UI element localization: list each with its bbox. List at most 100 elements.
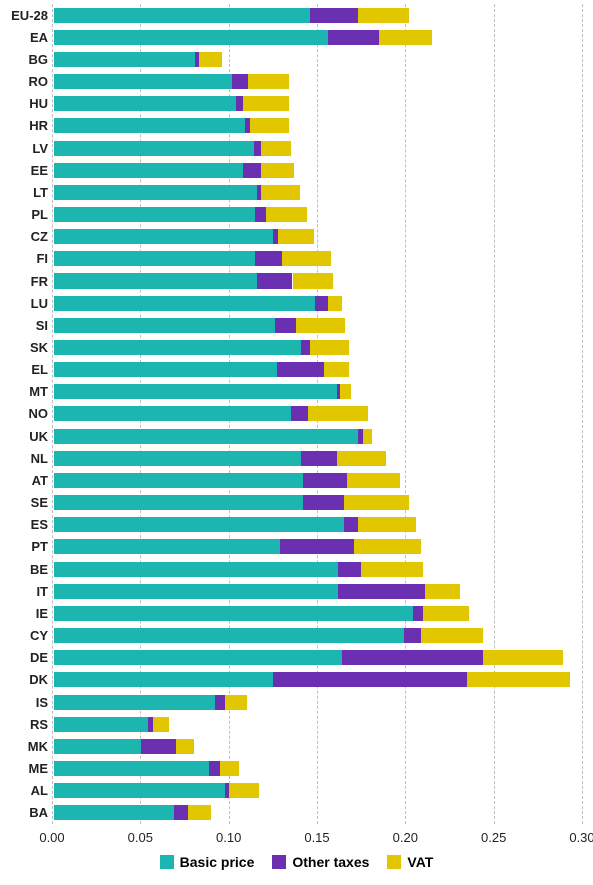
- y-tick-label: LV: [0, 141, 48, 156]
- bar-segment-basic: [54, 141, 254, 156]
- x-tick-label: 0.00: [39, 830, 64, 845]
- bar-segment-vat: [293, 273, 334, 288]
- bar-segment-other: [236, 96, 243, 111]
- bar-segment-other: [254, 141, 261, 156]
- bar-segment-other: [255, 251, 282, 266]
- y-tick-label: BA: [0, 805, 48, 820]
- bar-segment-basic: [54, 384, 337, 399]
- bar-segment-other: [280, 539, 354, 554]
- bar-segment-vat: [358, 517, 416, 532]
- bar-segment-other: [413, 606, 424, 621]
- bar-segment-vat: [261, 163, 295, 178]
- bar-segment-vat: [199, 52, 222, 67]
- bar-segment-vat: [340, 384, 351, 399]
- legend-item-vat: VAT: [387, 854, 433, 870]
- bar-segment-basic: [54, 628, 404, 643]
- grid-line: [582, 4, 583, 824]
- bar-segment-basic: [54, 517, 344, 532]
- bar-segment-other: [338, 562, 361, 577]
- bar-segment-basic: [54, 672, 273, 687]
- bar-segment-other: [243, 163, 261, 178]
- y-tick-label: CZ: [0, 229, 48, 244]
- bar-segment-vat: [344, 495, 409, 510]
- y-tick-label: IT: [0, 584, 48, 599]
- y-tick-label: AT: [0, 473, 48, 488]
- bar-segment-vat: [324, 362, 349, 377]
- grid-line: [405, 4, 406, 824]
- bar-segment-vat: [261, 141, 291, 156]
- bar-segment-basic: [54, 717, 148, 732]
- bar-segment-other: [277, 362, 325, 377]
- bar-segment-basic: [54, 207, 255, 222]
- legend: Basic price Other taxes VAT: [0, 854, 593, 870]
- bar-segment-vat: [248, 74, 289, 89]
- bar-segment-vat: [266, 207, 307, 222]
- bar-segment-vat: [467, 672, 569, 687]
- legend-swatch-vat: [387, 855, 401, 869]
- bar-segment-vat: [250, 118, 289, 133]
- bar-segment-vat: [379, 30, 432, 45]
- bar-segment-vat: [296, 318, 345, 333]
- y-tick-label: EA: [0, 30, 48, 45]
- bar-segment-vat: [337, 451, 386, 466]
- y-tick-label: EE: [0, 163, 48, 178]
- bar-segment-other: [303, 495, 344, 510]
- legend-label-basic: Basic price: [180, 854, 255, 870]
- bar-segment-vat: [176, 739, 194, 754]
- y-tick-label: MT: [0, 384, 48, 399]
- bar-segment-basic: [54, 30, 328, 45]
- bar-segment-basic: [54, 451, 301, 466]
- x-tick-label: 0.20: [393, 830, 418, 845]
- y-tick-label: HU: [0, 96, 48, 111]
- bar-segment-other: [344, 517, 358, 532]
- bar-segment-vat: [308, 406, 368, 421]
- x-tick-label: 0.25: [481, 830, 506, 845]
- y-tick-label: IS: [0, 695, 48, 710]
- bar-segment-other: [273, 672, 467, 687]
- bar-segment-basic: [54, 273, 257, 288]
- bar-segment-vat: [425, 584, 460, 599]
- bar-segment-basic: [54, 296, 315, 311]
- bar-segment-other: [232, 74, 248, 89]
- bar-segment-other: [342, 650, 483, 665]
- bar-segment-basic: [54, 429, 358, 444]
- bar-segment-other: [275, 318, 296, 333]
- bar-segment-vat: [347, 473, 400, 488]
- grid-line: [52, 4, 53, 824]
- bar-segment-basic: [54, 96, 236, 111]
- bar-segment-vat: [328, 296, 342, 311]
- bar-segment-basic: [54, 8, 310, 23]
- y-tick-label: SE: [0, 495, 48, 510]
- bar-segment-basic: [54, 495, 303, 510]
- bar-segment-vat: [261, 185, 300, 200]
- y-tick-label: FI: [0, 251, 48, 266]
- y-tick-label: RS: [0, 717, 48, 732]
- y-tick-label: AL: [0, 783, 48, 798]
- bar-segment-vat: [220, 761, 239, 776]
- bar-segment-other: [338, 584, 425, 599]
- bar-segment-basic: [54, 739, 141, 754]
- bar-segment-other: [301, 340, 310, 355]
- y-tick-label: FR: [0, 274, 48, 289]
- bar-segment-vat: [153, 717, 169, 732]
- bar-segment-other: [328, 30, 379, 45]
- y-tick-label: MK: [0, 739, 48, 754]
- bar-segment-vat: [423, 606, 469, 621]
- bar-segment-basic: [54, 761, 209, 776]
- bar-segment-basic: [54, 406, 291, 421]
- grid-line: [494, 4, 495, 824]
- legend-swatch-other: [272, 855, 286, 869]
- legend-item-other: Other taxes: [272, 854, 369, 870]
- bar-segment-vat: [188, 805, 211, 820]
- bar-segment-basic: [54, 783, 225, 798]
- y-tick-label: HR: [0, 118, 48, 133]
- bar-segment-basic: [54, 52, 195, 67]
- y-tick-label: ES: [0, 517, 48, 532]
- bar-segment-other: [215, 695, 226, 710]
- legend-label-other: Other taxes: [292, 854, 369, 870]
- y-tick-label: BE: [0, 562, 48, 577]
- bar-segment-basic: [54, 163, 243, 178]
- bar-segment-basic: [54, 606, 413, 621]
- bar-segment-basic: [54, 805, 174, 820]
- bar-segment-basic: [54, 318, 275, 333]
